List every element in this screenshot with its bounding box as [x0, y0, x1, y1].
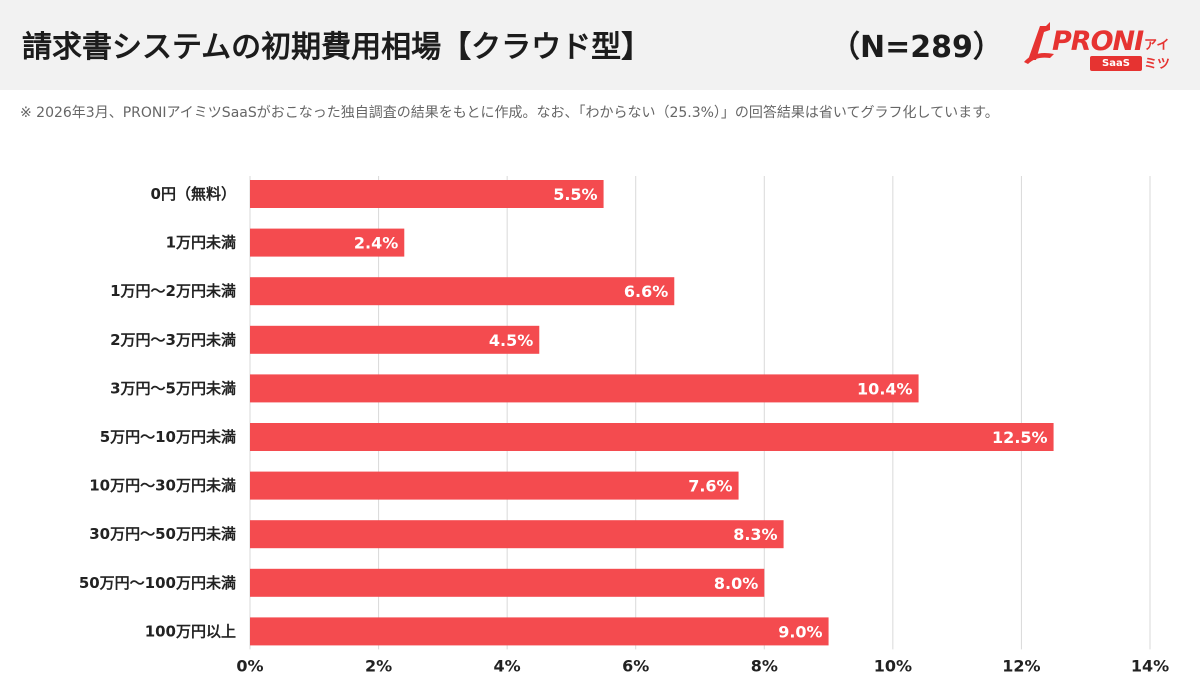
- category-label: 5万円〜10万円未満: [100, 428, 236, 446]
- x-tick-label: 4%: [494, 656, 521, 675]
- brand-logo: PRONI アイミツ SaaS: [1020, 20, 1180, 72]
- category-label: 3万円〜5万円未満: [110, 379, 236, 397]
- value-label: 4.5%: [489, 331, 533, 350]
- chart-note: ※ 2026年3月、PRONIアイミツSaaSがおこなった独自調査の結果をもとに…: [20, 105, 999, 121]
- bar: [250, 617, 829, 646]
- bar: [250, 277, 675, 306]
- page-title: 請求書システムの初期費用相場【クラウド型】: [22, 30, 652, 65]
- bar: [250, 471, 739, 500]
- bar-chart: 0円（無料） 5.5% 1万円未満 2.4% 1万円〜2万円未満 6.6% 2万円〜3万円未…: [79, 176, 1169, 675]
- header-bar: 請求書システムの初期費用相場【クラウド型】 （N=289） PRONI アイミツ…: [0, 0, 1200, 90]
- category-label: 1万円未満: [166, 234, 236, 252]
- value-label: 9.0%: [778, 622, 822, 641]
- value-label: 6.6%: [624, 282, 668, 301]
- bar: [250, 228, 405, 257]
- logo-mark-icon: [1024, 22, 1054, 64]
- bar: [250, 423, 1054, 451]
- x-tick-label: 2%: [365, 656, 392, 675]
- value-label: 5.5%: [553, 185, 597, 204]
- logo-brand-text: PRONI: [1052, 26, 1144, 57]
- x-tick-label: 6%: [622, 656, 649, 675]
- bar: [250, 180, 604, 208]
- x-tick-label: 8%: [751, 656, 778, 675]
- logo-saas-badge: SaaS: [1090, 56, 1142, 71]
- value-label: 8.3%: [733, 525, 777, 544]
- x-tick-label: 0%: [236, 656, 263, 675]
- x-tick-label: 14%: [1131, 656, 1169, 675]
- bar: [250, 325, 540, 354]
- category-label: 2万円〜3万円未満: [110, 331, 236, 349]
- x-tick-label: 12%: [1002, 656, 1040, 675]
- sample-size: （N=289）: [830, 30, 1003, 65]
- value-label: 8.0%: [714, 574, 758, 593]
- bar: [250, 520, 784, 549]
- value-label: 2.4%: [354, 234, 398, 253]
- category-label: 30万円〜50万円未満: [89, 525, 236, 543]
- x-tick-label: 10%: [874, 656, 912, 675]
- category-label: 1万円〜2万円未満: [110, 282, 236, 300]
- value-label: 12.5%: [992, 428, 1048, 447]
- logo-sub-text: アイミツ: [1144, 38, 1171, 72]
- value-label: 10.4%: [857, 379, 913, 398]
- bar: [250, 568, 765, 597]
- category-label: 0円（無料）: [151, 185, 236, 203]
- bar: [250, 374, 919, 403]
- category-label: 10万円〜30万円未満: [89, 477, 236, 495]
- value-label: 7.6%: [688, 477, 732, 496]
- category-label: 50万円〜100万円未満: [79, 574, 236, 592]
- category-label: 100万円以上: [145, 622, 236, 640]
